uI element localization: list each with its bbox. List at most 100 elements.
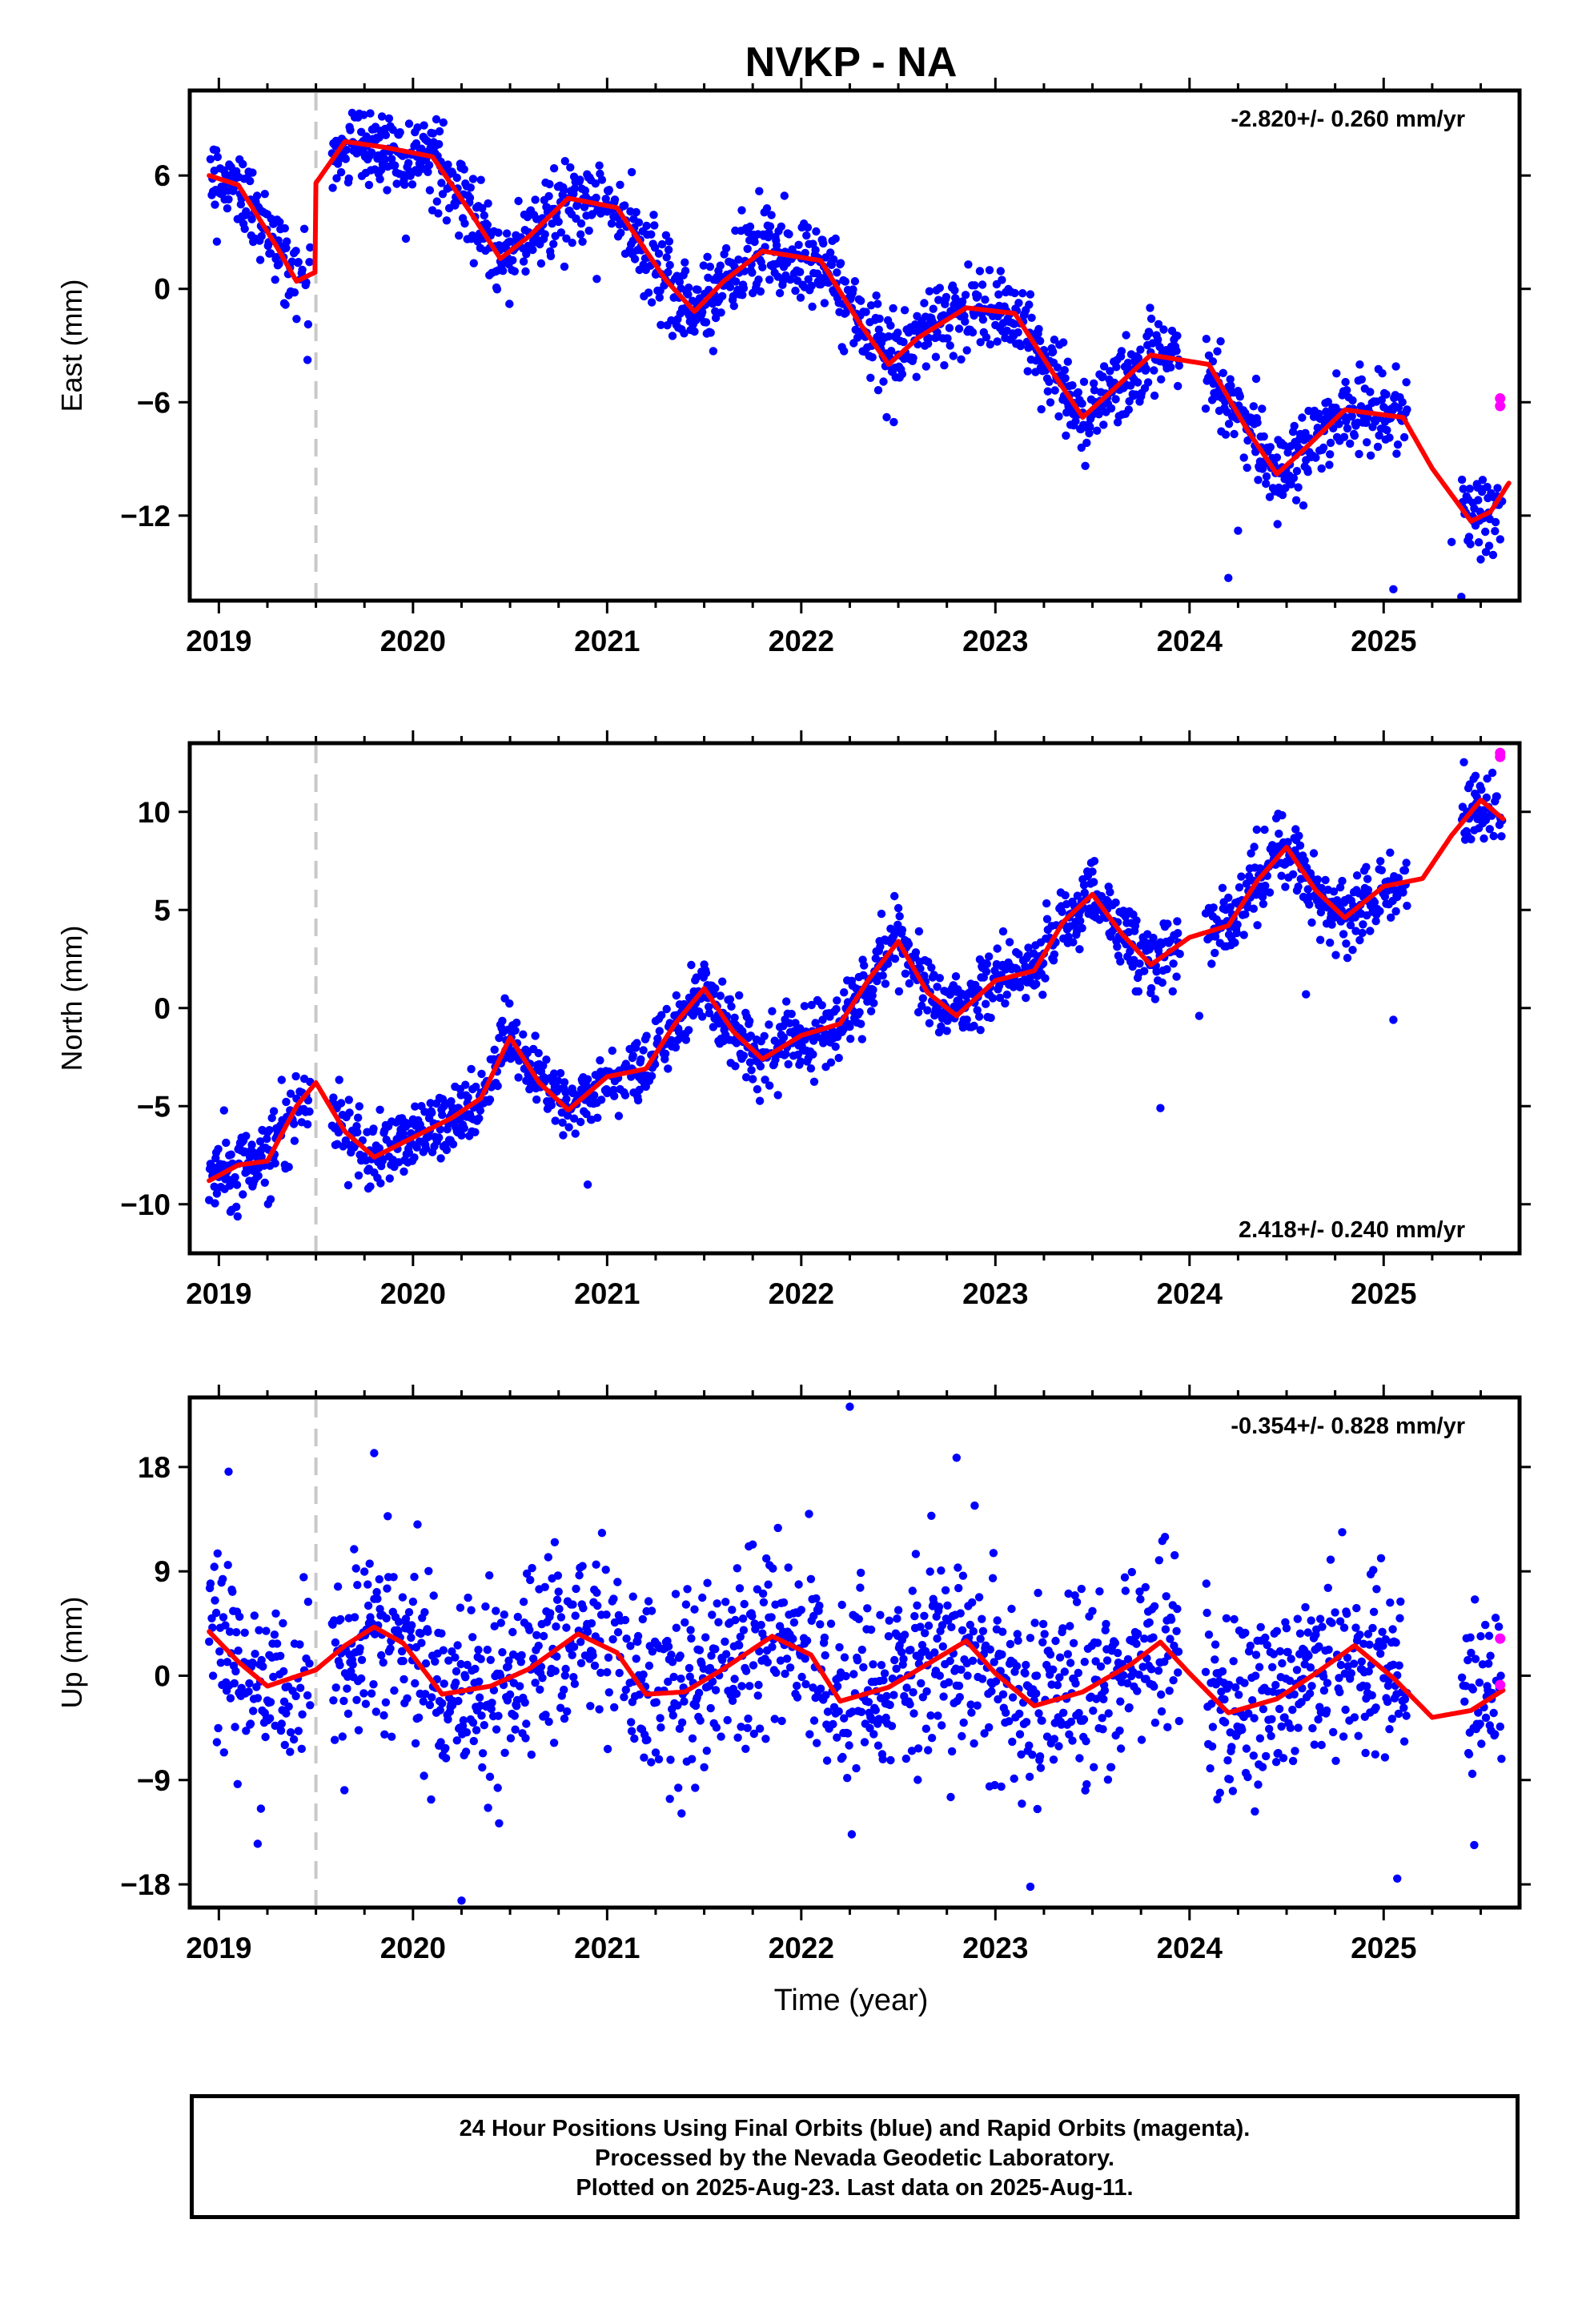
data-point [1474,1708,1483,1717]
data-point [234,1647,243,1655]
data-point [211,200,219,209]
data-point [733,1733,742,1742]
data-point [1387,1715,1397,1723]
data-point [884,332,893,341]
data-point [1082,1779,1091,1789]
data-point [260,190,269,199]
data-point [954,324,964,333]
data-point [1323,1583,1333,1593]
data-point [1070,1591,1079,1600]
data-point [1099,1695,1108,1703]
data-point [981,296,990,304]
data-point [1301,1602,1310,1612]
data-point [223,204,232,213]
data-point [731,1615,740,1625]
data-point [447,1097,456,1106]
data-point [1239,931,1248,939]
data-point [1329,887,1339,896]
data-point [1322,1706,1331,1715]
data-point [366,109,375,118]
data-point [1090,1763,1098,1771]
data-point [1481,1713,1491,1723]
data-point [782,997,791,1006]
data-point [559,1131,568,1140]
data-point [1079,377,1089,386]
data-point [816,1684,825,1693]
data-point [1060,366,1070,375]
data-point [427,1795,436,1804]
data-point [1366,927,1375,935]
data-point [1064,932,1073,942]
data-point [556,1068,565,1078]
data-point [769,1564,777,1573]
data-point [881,979,890,988]
data-point [1391,907,1400,916]
data-point [570,1679,580,1688]
data-point [1382,390,1391,399]
data-point [603,1668,612,1677]
data-point [1335,1674,1343,1683]
data-point [587,1618,596,1628]
data-point [1283,838,1292,846]
data-point [1157,1707,1166,1716]
data-point [576,1117,585,1127]
data-point [1304,1651,1313,1660]
data-point [1326,1555,1335,1564]
data-point [1380,1753,1390,1762]
data-point [993,1616,1002,1625]
data-point [478,1749,488,1758]
data-point [1103,1775,1113,1784]
data-point [1157,375,1166,384]
data-point [773,1091,782,1100]
data-point [478,203,487,213]
data-point [736,1632,745,1641]
data-point [552,1622,560,1631]
data-point [212,237,222,246]
data-point [680,329,689,338]
data-point [1256,1622,1265,1632]
data-point [685,283,693,292]
data-point [986,1013,995,1023]
data-point [1259,1705,1268,1714]
data-point [871,954,881,963]
y-tick-label: 0 [154,992,171,1025]
data-point [502,229,512,238]
x-tick-label: 2025 [1351,625,1416,657]
data-point [1474,538,1484,547]
data-point [1058,907,1066,916]
y-axis-label: North (mm) [55,926,88,1072]
data-point [1355,360,1364,369]
data-point [383,186,391,195]
data-point [1055,1653,1065,1662]
data-point [809,1050,817,1059]
data-point [466,183,475,192]
data-point [745,1016,754,1026]
data-point [1249,904,1259,913]
data-point [1175,950,1184,959]
data-point [576,1638,585,1647]
data-point [706,328,715,337]
data-point [1169,1676,1178,1685]
data-point [536,1685,544,1694]
data-point [298,1710,307,1719]
data-point [779,1598,789,1607]
data-point [986,340,995,349]
data-point [235,1612,244,1622]
data-point [289,1735,299,1744]
plot-frame [187,88,1522,603]
data-point [840,1714,849,1723]
data-point [699,261,708,270]
data-point [483,1645,492,1655]
data-point [1093,426,1102,435]
data-point [425,186,435,195]
data-point [1071,1679,1080,1688]
data-point [216,1659,225,1667]
data-point [464,1093,472,1102]
data-point [985,1723,994,1732]
data-point [1206,1764,1215,1773]
data-point [1394,1709,1403,1719]
data-point [721,1650,731,1659]
data-point [901,1754,911,1763]
data-point [748,268,757,277]
data-point [283,237,291,246]
